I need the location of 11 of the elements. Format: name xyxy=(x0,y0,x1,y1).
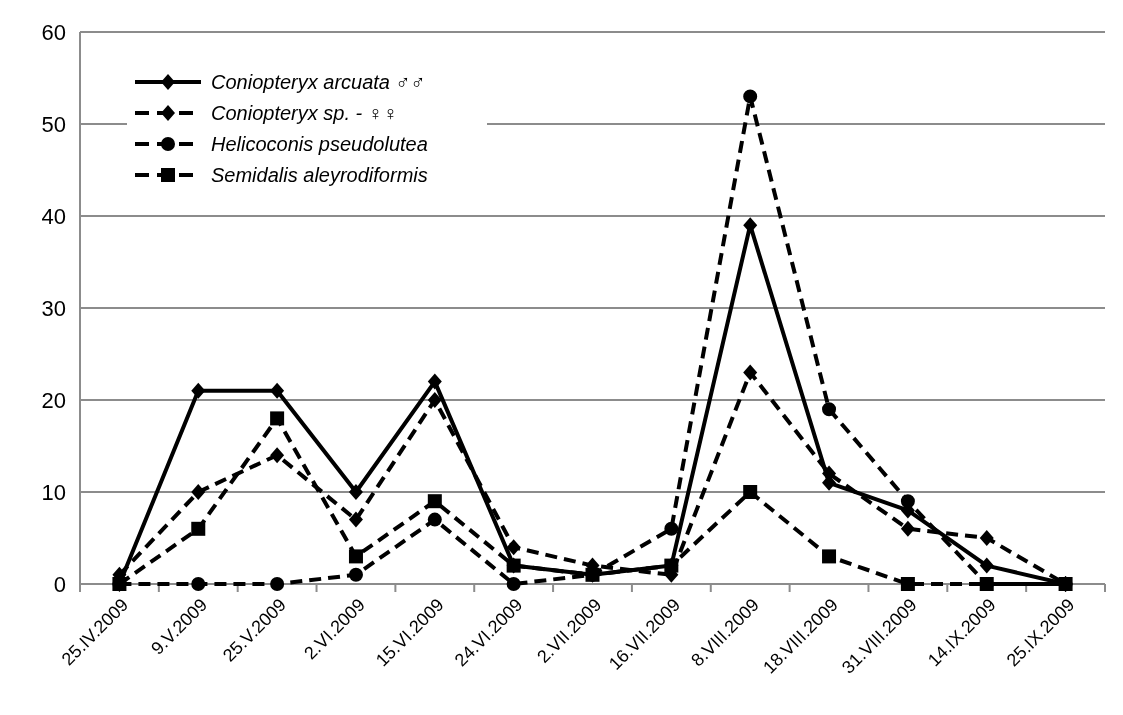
y-tick-label: 60 xyxy=(41,19,66,45)
legend-label: Coniopteryx sp. - ♀♀ xyxy=(211,102,398,124)
y-tick-label: 40 xyxy=(41,203,66,229)
y-tick-label: 0 xyxy=(53,571,66,597)
y-tick-label: 10 xyxy=(41,479,66,505)
y-tick-label: 20 xyxy=(41,387,66,413)
y-tick-label: 30 xyxy=(41,295,66,321)
legend-label: Semidalis aleyrodiformis xyxy=(211,164,428,186)
legend-label: Coniopteryx arcuata ♂♂ xyxy=(211,71,426,93)
legend-label: Helicoconis pseudolutea xyxy=(211,133,428,155)
y-tick-label: 50 xyxy=(41,111,66,137)
